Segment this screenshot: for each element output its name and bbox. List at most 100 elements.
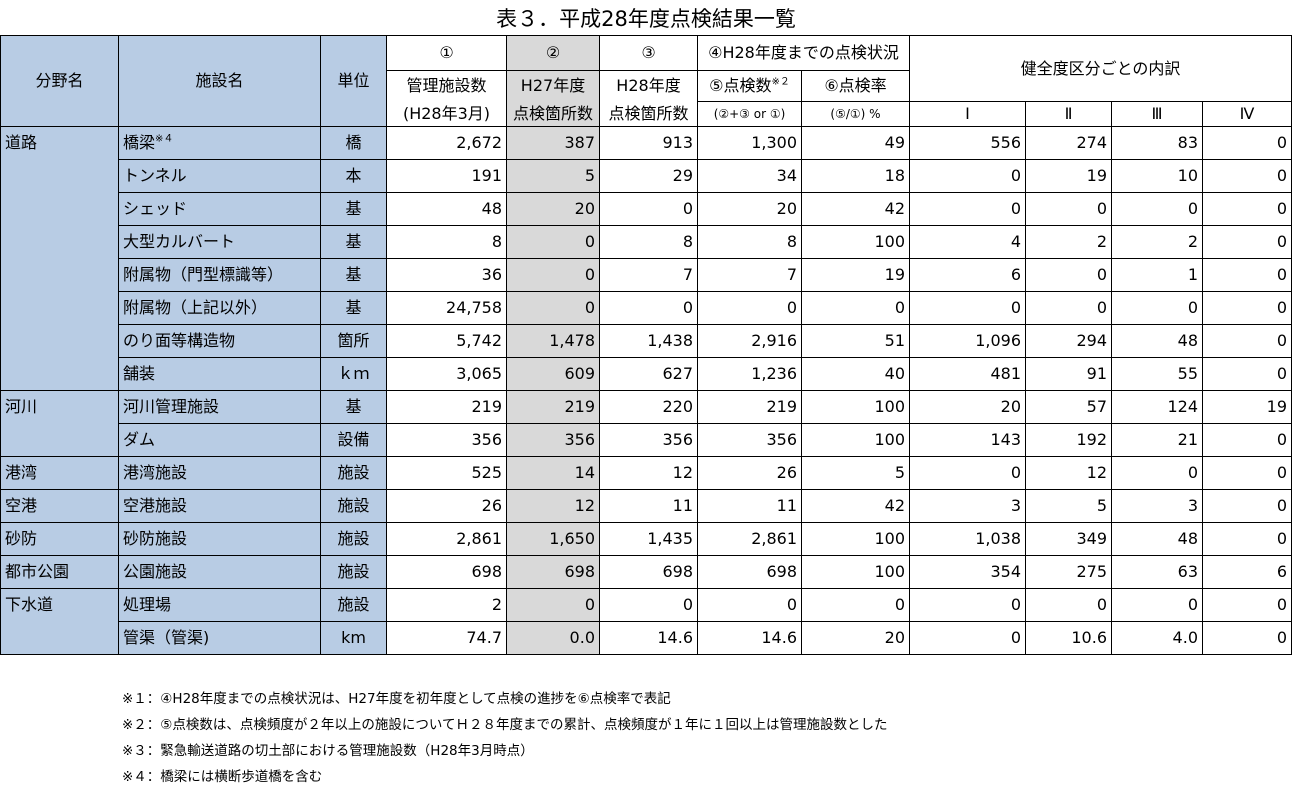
cell-managed-count: 26 [386, 489, 507, 523]
facility-name: ダム [123, 430, 156, 449]
cell-managed-count: 5,742 [386, 324, 507, 358]
cell-health-4: 0 [1202, 258, 1292, 292]
cell-inspected-count: 20 [697, 192, 802, 226]
cell-health-3: 0 [1111, 192, 1203, 226]
cell-facility: 附属物（上記以外） [118, 291, 321, 325]
cell-inspected-count: 7 [697, 258, 802, 292]
table-row: 附属物（上記以外）基 24,758 0 0 0 0 0 0 0 0 [0, 291, 1292, 325]
facility-name: 大型カルバート [123, 232, 236, 251]
cell-health-1: 0 [909, 621, 1026, 655]
table-row: 附属物（門型標識等）基 36 0 7 7 19 6 0 1 0 [0, 258, 1292, 292]
cell-health-4: 0 [1202, 522, 1292, 556]
cell-h27-count: 0.0 [506, 621, 600, 655]
cell-health-4: 6 [1202, 555, 1292, 589]
facility-name: 処理場 [123, 595, 172, 614]
cell-managed-count: 219 [386, 390, 507, 424]
cell-category: 砂防 [0, 522, 119, 556]
facility-name: 管渠（管渠) [123, 628, 210, 647]
cell-health-4: 0 [1202, 291, 1292, 325]
cell-h27-count: 14 [506, 456, 600, 490]
cell-health-4: 0 [1202, 423, 1292, 457]
cell-health-4: 0 [1202, 225, 1292, 259]
header-c3-sub: 点検箇所数 [599, 101, 698, 127]
header-health-1: Ⅰ [909, 101, 1026, 127]
cell-health-3: 48 [1111, 324, 1203, 358]
cell-health-3: 3 [1111, 489, 1203, 523]
cell-unit: 設備 [320, 423, 387, 457]
cell-h28-count: 1,438 [599, 324, 698, 358]
cell-h28-count: 627 [599, 357, 698, 391]
cell-h27-count: 609 [506, 357, 600, 391]
cell-health-3: 124 [1111, 390, 1203, 424]
cell-h27-count: 1,478 [506, 324, 600, 358]
header-c3-label: H28年度 [599, 70, 698, 102]
cell-unit: 本 [320, 159, 387, 193]
cell-managed-count: 48 [386, 192, 507, 226]
footnote: ※２：⑤点検数は、点検頻度が２年以上の施設についてＨ２８年度までの累計、点検頻度… [122, 717, 888, 733]
facility-note: ※４ [155, 133, 174, 145]
table-row: 空港 空港施設 施設 26 12 11 11 42 3 5 3 0 [0, 489, 1292, 523]
cell-health-1: 481 [909, 357, 1026, 391]
cell-health-2: 0 [1025, 258, 1112, 292]
cell-inspection-rate: 49 [801, 126, 910, 160]
cell-health-2: 19 [1025, 159, 1112, 193]
cell-h28-count: 29 [599, 159, 698, 193]
cell-facility: シェッド [118, 192, 321, 226]
facility-name: トンネル [123, 166, 187, 185]
cell-facility: 処理場 [118, 588, 321, 622]
cell-inspection-rate: 42 [801, 489, 910, 523]
cell-managed-count: 356 [386, 423, 507, 457]
cell-health-2: 10.6 [1025, 621, 1112, 655]
header-c1-label: 管理施設数 [386, 70, 507, 102]
cell-category [0, 291, 119, 325]
cell-health-1: 3 [909, 489, 1026, 523]
cell-managed-count: 2 [386, 588, 507, 622]
cell-health-3: 48 [1111, 522, 1203, 556]
cell-health-2: 12 [1025, 456, 1112, 490]
cell-h28-count: 7 [599, 258, 698, 292]
cell-facility: トンネル [118, 159, 321, 193]
header-c5-cell: ⑤点検数※２ [697, 70, 802, 102]
cell-health-2: 0 [1025, 588, 1112, 622]
cell-managed-count: 24,758 [386, 291, 507, 325]
cell-health-2: 0 [1025, 291, 1112, 325]
cell-unit: 施設 [320, 522, 387, 556]
cell-facility: 港湾施設 [118, 456, 321, 490]
cell-facility: 空港施設 [118, 489, 321, 523]
cell-h27-count: 0 [506, 588, 600, 622]
cell-inspected-count: 0 [697, 291, 802, 325]
cell-h28-count: 356 [599, 423, 698, 457]
cell-inspected-count: 698 [697, 555, 802, 589]
header-c5-label: ⑤点検数 [709, 76, 772, 95]
cell-h28-count: 220 [599, 390, 698, 424]
cell-category [0, 324, 119, 358]
cell-category [0, 159, 119, 193]
header-c6-label: ⑥点検率 [801, 70, 910, 102]
cell-inspected-count: 34 [697, 159, 802, 193]
facility-name: 砂防施設 [123, 529, 188, 548]
cell-health-1: 354 [909, 555, 1026, 589]
facility-name: のり面等構造物 [123, 331, 236, 350]
cell-health-1: 4 [909, 225, 1026, 259]
cell-health-1: 0 [909, 588, 1026, 622]
cell-unit: 基 [320, 192, 387, 226]
cell-health-1: 0 [909, 192, 1026, 226]
cell-health-1: 556 [909, 126, 1026, 160]
facility-name: 公園施設 [123, 562, 188, 581]
cell-inspected-count: 26 [697, 456, 802, 490]
cell-h28-count: 0 [599, 588, 698, 622]
cell-h28-count: 698 [599, 555, 698, 589]
header-c3-mark: ③ [599, 35, 698, 71]
cell-category: 道路 [0, 126, 119, 160]
footnotes: ※１：④H28年度までの点検状況は、H27年度を初年度として点検の進捗を⑥点検率… [122, 686, 888, 790]
cell-unit: 施設 [320, 456, 387, 490]
cell-inspected-count: 2,861 [697, 522, 802, 556]
cell-inspection-rate: 100 [801, 390, 910, 424]
cell-health-3: 21 [1111, 423, 1203, 457]
header-health-4: Ⅳ [1202, 101, 1292, 127]
cell-inspection-rate: 0 [801, 588, 910, 622]
header-c4-label: ④H28年度までの点検状況 [697, 35, 910, 71]
cell-health-1: 6 [909, 258, 1026, 292]
cell-h28-count: 8 [599, 225, 698, 259]
cell-health-4: 0 [1202, 126, 1292, 160]
